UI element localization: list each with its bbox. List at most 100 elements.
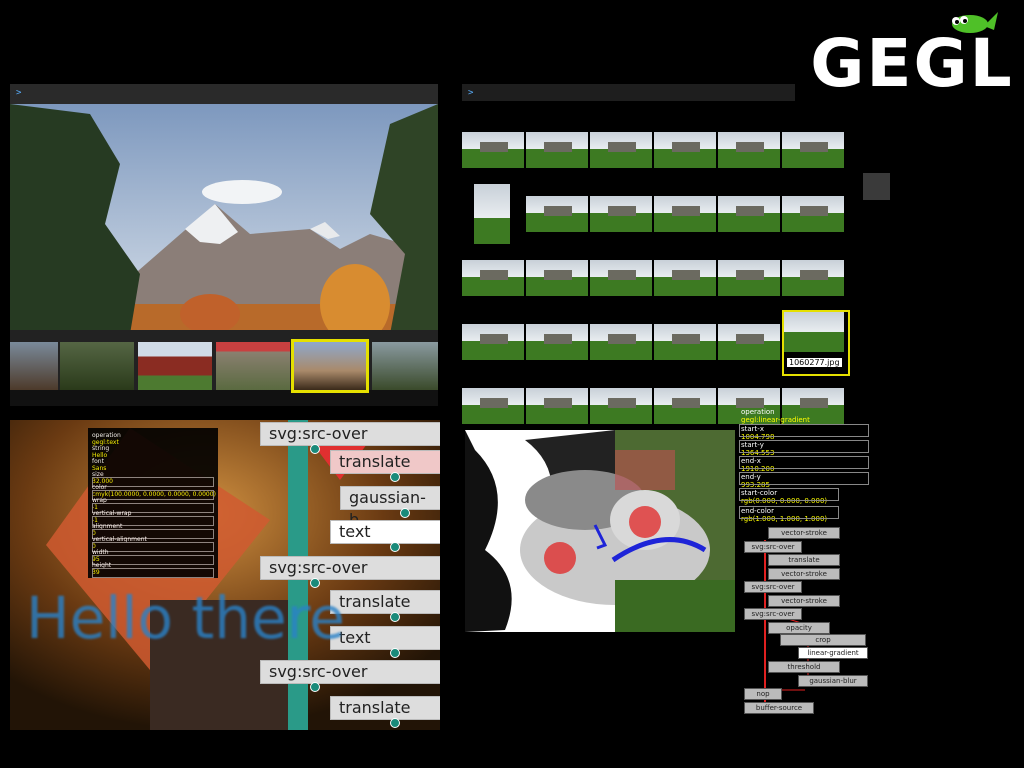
node-port[interactable] [390, 612, 400, 622]
thumbnail[interactable] [526, 132, 588, 168]
graph-node[interactable]: text [330, 626, 440, 650]
graph-node[interactable]: translate [330, 696, 440, 720]
graph-node[interactable]: svg:src-over [260, 556, 440, 580]
property-field[interactable] [739, 488, 839, 501]
thumbnail[interactable] [10, 342, 58, 390]
property-field[interactable] [92, 555, 214, 565]
scroll-handle[interactable] [863, 173, 890, 200]
property-value[interactable]: rgb(1.000, 1.000, 1.000) [741, 515, 828, 523]
thumbnail[interactable] [718, 388, 780, 424]
thumbnail[interactable] [782, 196, 844, 232]
thumbnail[interactable] [654, 260, 716, 296]
thumbnail[interactable] [590, 132, 652, 168]
graph-node[interactable]: translate [330, 450, 440, 474]
thumbnail-grid-panel[interactable]: > [462, 84, 846, 424]
property-value[interactable]: 0 [92, 543, 96, 550]
property-field[interactable] [739, 506, 839, 519]
command-prompt[interactable]: > [16, 88, 22, 98]
thumbnail[interactable] [590, 388, 652, 424]
graph-node[interactable]: translate [330, 590, 440, 614]
property-value[interactable]: 95 [92, 556, 100, 563]
graph-node[interactable]: gaussian-blur [798, 675, 868, 687]
thumbnail[interactable] [462, 388, 524, 424]
thumbnail[interactable] [782, 132, 844, 168]
thumbnail[interactable] [718, 132, 780, 168]
node-port[interactable] [390, 472, 400, 482]
thumbnail[interactable] [654, 132, 716, 168]
property-field[interactable] [92, 568, 214, 578]
thumbnail[interactable] [462, 132, 524, 168]
graph-node[interactable]: threshold [768, 661, 840, 673]
thumbnail[interactable] [462, 260, 524, 296]
property-field[interactable] [92, 542, 214, 552]
property-value[interactable]: 1364.553 [741, 449, 775, 457]
graph-node[interactable]: crop [780, 634, 866, 646]
thumbnail[interactable] [590, 324, 652, 360]
selected-thumbnail-frame[interactable] [782, 310, 850, 376]
thumbnail[interactable] [590, 260, 652, 296]
thumbnail[interactable] [654, 196, 716, 232]
thumbnail[interactable] [526, 260, 588, 296]
thumbnail[interactable] [590, 196, 652, 232]
graph-node[interactable]: opacity [768, 622, 830, 634]
property-field[interactable] [92, 516, 214, 526]
graph-node[interactable]: buffer-source [744, 702, 814, 714]
property-field[interactable] [92, 477, 214, 487]
property-field[interactable] [739, 456, 869, 469]
graph-node[interactable]: nop [744, 688, 782, 700]
node-port[interactable] [390, 648, 400, 658]
graph-node[interactable]: gaussian-b [340, 486, 440, 529]
property-field[interactable] [739, 424, 869, 437]
thumbnail[interactable] [526, 388, 588, 424]
property-value[interactable]: 32.000 [92, 478, 113, 485]
command-prompt[interactable]: > [468, 88, 474, 98]
property-value[interactable]: 1910.200 [741, 465, 775, 473]
thumbnail[interactable] [462, 324, 524, 360]
node-port[interactable] [390, 718, 400, 728]
thumbnail[interactable] [60, 342, 134, 390]
property-value[interactable]: 993.285 [741, 481, 770, 489]
thumbnail[interactable] [372, 342, 438, 390]
thumbnail-selected[interactable] [291, 339, 369, 393]
text-composition-panel[interactable]: operation gegl:text string Hello font Sans siz… [10, 420, 440, 730]
thumbnail[interactable] [782, 388, 844, 424]
graph-node[interactable]: linear-gradient [798, 647, 868, 659]
thumbnail[interactable] [526, 196, 588, 232]
thumbnail-selected[interactable] [784, 312, 844, 352]
image-viewer-panel[interactable]: > [10, 84, 438, 406]
thumbnail[interactable] [654, 388, 716, 424]
command-bar[interactable]: > [10, 84, 438, 104]
property-value[interactable]: 1004.798 [741, 433, 775, 441]
graph-node[interactable]: svg:src-over [744, 581, 802, 593]
node-port[interactable] [310, 682, 320, 692]
graph-node[interactable]: text [330, 520, 440, 544]
node-port[interactable] [310, 444, 320, 454]
property-value[interactable]: 0 [92, 530, 96, 537]
thumbnail[interactable] [654, 324, 716, 360]
graph-node[interactable]: vector-stroke [768, 568, 840, 580]
thumbnail[interactable] [782, 260, 844, 296]
thumbnail[interactable] [526, 324, 588, 360]
property-value[interactable]: 39 [92, 569, 100, 576]
thumbnail[interactable] [216, 342, 290, 390]
thumbnail[interactable] [718, 260, 780, 296]
property-field[interactable] [92, 490, 214, 500]
node-port[interactable] [390, 542, 400, 552]
thumbnail[interactable] [138, 342, 212, 390]
graph-node[interactable]: translate [768, 554, 840, 566]
property-value[interactable]: -1 [92, 504, 98, 511]
property-field[interactable] [92, 503, 214, 513]
graph-node[interactable]: vector-stroke [768, 595, 840, 607]
graph-node[interactable]: svg:src-over [744, 608, 802, 620]
property-value[interactable]: cmyk(100.0000, 0.0000, 0.0000, 0.0000) [92, 491, 216, 498]
graph-node[interactable]: svg:src-over [260, 660, 440, 684]
graph-node[interactable]: svg:src-over [744, 541, 802, 553]
thumbnail[interactable] [474, 184, 510, 244]
property-value[interactable]: rgb(0.000, 0.000, 0.000) [741, 497, 828, 505]
property-field[interactable] [92, 529, 214, 539]
graph-node[interactable]: svg:src-over [260, 422, 440, 446]
thumbnail[interactable] [718, 196, 780, 232]
property-field[interactable] [739, 440, 869, 453]
thumbnail[interactable] [718, 324, 780, 360]
node-port[interactable] [310, 578, 320, 588]
